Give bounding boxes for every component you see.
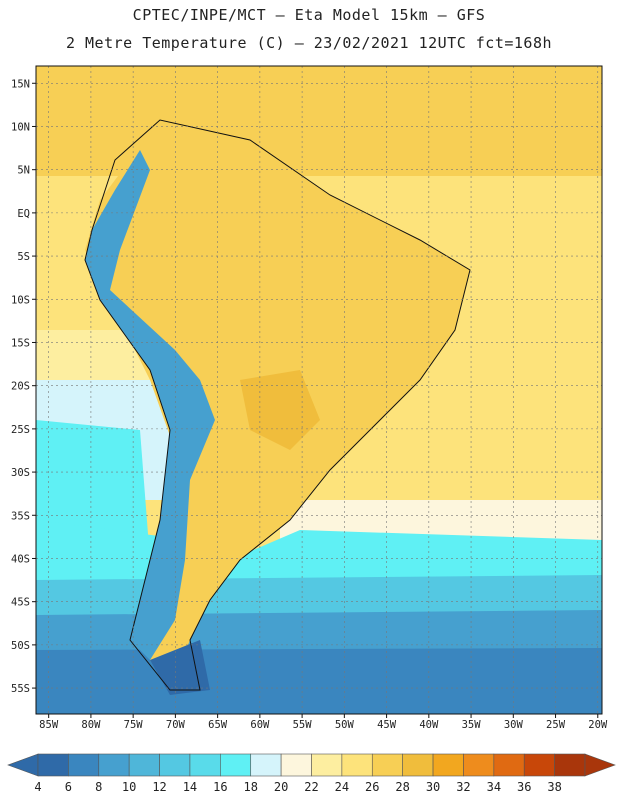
colorbar-tick-label: 6	[64, 780, 72, 794]
colorbar-tick-label: 38	[547, 780, 562, 794]
colorbar-swatch	[98, 753, 130, 777]
lat-tick-label: 15N	[11, 78, 30, 90]
colorbar-swatch	[280, 753, 312, 777]
colorbar-tick-label: 8	[95, 780, 103, 794]
lon-tick-label: 80W	[81, 719, 101, 731]
colorbar-swatch	[220, 753, 252, 777]
lon-tick-label: 65W	[208, 719, 228, 731]
lon-tick-label: 55W	[293, 719, 313, 731]
colorbar-swatch	[341, 753, 373, 777]
colorbar-tick-label: 30	[425, 780, 441, 794]
colorbar-swatch	[311, 753, 343, 777]
lat-tick-label: 45S	[11, 597, 30, 609]
colorbar-tick-label: 14	[182, 780, 198, 794]
colorbar-swatch	[68, 753, 100, 777]
lat-tick-label: 5S	[17, 251, 30, 263]
colorbar-tick-label: 12	[152, 780, 167, 794]
colorbar-tick-label: 16	[213, 780, 228, 794]
lon-tick-label: 45W	[377, 719, 397, 731]
colorbar-tick-label: 22	[304, 780, 319, 794]
lon-tick-label: 25W	[546, 719, 566, 731]
colorbar-swatch	[402, 753, 434, 777]
lat-tick-label: EQ	[17, 208, 30, 220]
colorbar-swatch	[554, 753, 586, 777]
lon-tick-label: 35W	[462, 719, 482, 731]
colorbar-tick-label: 24	[334, 780, 350, 794]
map-title-line-1: CPTEC/INPE/MCT – Eta Model 15km – GFS	[132, 6, 486, 24]
colorbar-tick-label: 10	[121, 780, 137, 794]
lat-lon-grid	[36, 66, 602, 714]
colorbar-tick-label: 34	[486, 780, 502, 794]
lat-tick-label: 20S	[11, 381, 30, 393]
lon-tick-label: 60W	[250, 719, 270, 731]
colorbar-tick-label: 26	[365, 780, 380, 794]
colorbar-swatch	[128, 753, 160, 777]
lon-tick-label: 70W	[166, 719, 186, 731]
lon-tick-label: 50W	[335, 719, 355, 731]
colorbar-swatch	[432, 753, 464, 777]
lon-tick-label: 20W	[588, 719, 608, 731]
colorbar-swatch	[189, 753, 221, 777]
lat-tick-label: 25S	[11, 424, 30, 436]
lon-tick-label: 75W	[124, 719, 144, 731]
colorbar-swatch	[523, 753, 555, 777]
lat-tick-label: 40S	[11, 553, 30, 565]
map-frame	[35, 65, 603, 715]
lat-tick-label: 10N	[11, 121, 30, 133]
lon-tick-label: 85W	[39, 719, 59, 731]
lat-tick-label: 5N	[17, 165, 30, 177]
colorbar-swatch	[463, 753, 495, 777]
colorbar-tick-label: 28	[395, 780, 410, 794]
lat-tick-label: 15S	[11, 337, 30, 349]
lat-tick-label: 35S	[11, 510, 30, 522]
colorbar-tick-label: 32	[456, 780, 471, 794]
colorbar-tick-label: 18	[243, 780, 258, 794]
colorbar-swatch	[371, 753, 403, 777]
colorbar-swatch	[250, 753, 282, 777]
colorbar-max-arrow	[584, 753, 616, 777]
colorbar-swatch	[493, 753, 525, 777]
lat-tick-label: 50S	[11, 640, 30, 652]
map-title-line-2: 2 Metre Temperature (C) – 23/02/2021 12U…	[65, 34, 553, 52]
colorbar-tick-label: 36	[516, 780, 532, 794]
colorbar-min-arrow	[7, 753, 39, 777]
lat-tick-label: 55S	[11, 683, 30, 695]
colorbar-swatch	[37, 753, 69, 777]
temperature-field	[36, 66, 602, 714]
colorbar-tick-label: 20	[273, 780, 289, 794]
lon-tick-label: 40W	[419, 719, 439, 731]
lat-tick-label: 10S	[11, 294, 30, 306]
colorbar-swatch	[159, 753, 191, 777]
lat-tick-label: 30S	[11, 467, 30, 479]
lon-tick-label: 30W	[504, 719, 524, 731]
colorbar-tick-label: 4	[34, 780, 42, 794]
colorbar	[7, 753, 616, 777]
